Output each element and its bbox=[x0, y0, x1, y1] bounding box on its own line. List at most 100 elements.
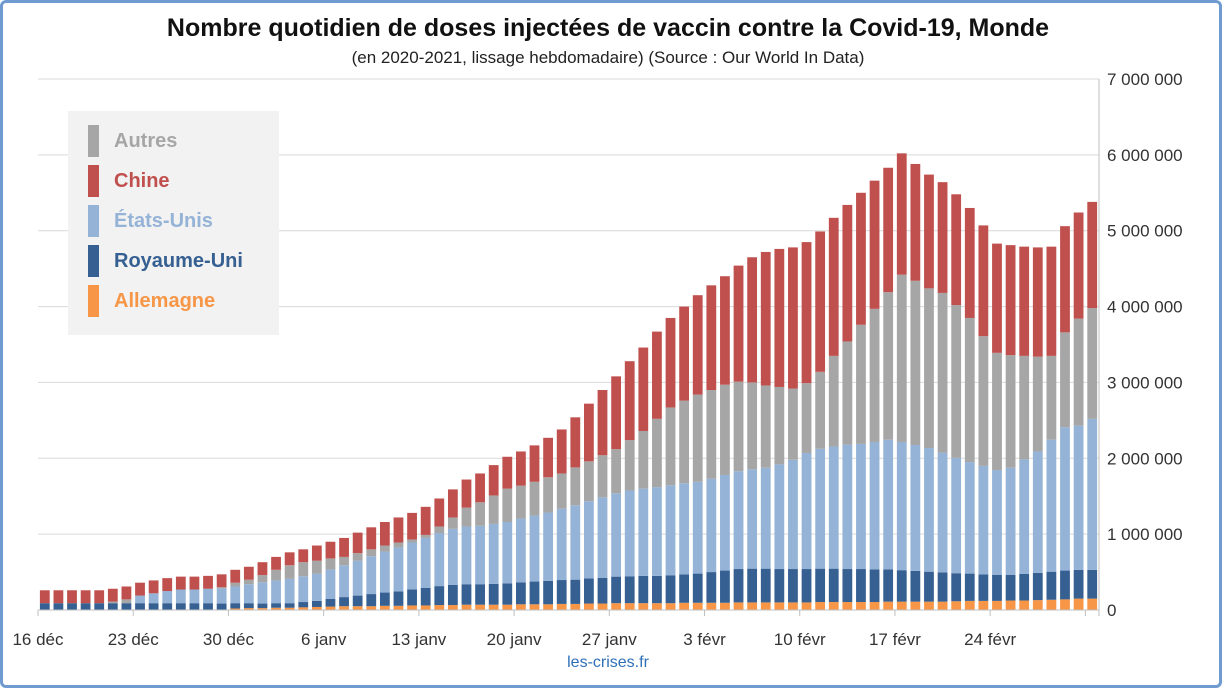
bar-segment-allemagne bbox=[828, 602, 839, 610]
bar-segment-royaumeuni bbox=[665, 575, 676, 604]
bar-segment-tatsunis bbox=[420, 537, 431, 589]
bar-segment-autres bbox=[665, 407, 676, 486]
bar-segment-tatsunis bbox=[189, 589, 200, 604]
bar-segment-tatsunis bbox=[366, 556, 377, 595]
bar-segment-chine bbox=[339, 537, 349, 557]
bar-segment-allemagne bbox=[515, 604, 526, 610]
bar-segment-autres bbox=[801, 383, 812, 453]
bar-segment-allemagne bbox=[992, 600, 1002, 610]
bar-segment-autres bbox=[1032, 356, 1043, 452]
bar-segment-chine bbox=[774, 248, 785, 387]
bar-segment-autres bbox=[271, 569, 281, 581]
bar-segment-tatsunis bbox=[1019, 459, 1030, 574]
bar-segment-chine bbox=[720, 276, 730, 385]
bar-segment-royaumeuni bbox=[883, 569, 894, 602]
bar-segment-royaumeuni bbox=[243, 603, 254, 609]
bar-segment-tatsunis bbox=[1032, 451, 1043, 573]
bar-segment-chine bbox=[665, 317, 676, 408]
bar-segment-royaumeuni bbox=[760, 568, 771, 603]
bar-segment-chine bbox=[529, 445, 540, 482]
bar-segment-royaumeuni bbox=[679, 574, 690, 603]
bar-segment-tatsunis bbox=[638, 488, 649, 576]
bar-segment-autres bbox=[964, 317, 975, 463]
bar-segment-autres bbox=[366, 549, 377, 557]
bar-segment-chine bbox=[379, 522, 390, 546]
bar-segment-royaumeuni bbox=[407, 589, 417, 606]
bar-segment-chine bbox=[447, 489, 458, 518]
bar-segment-royaumeuni bbox=[461, 584, 472, 605]
bar-segment-chine bbox=[801, 242, 812, 384]
bar-segment-autres bbox=[515, 485, 526, 519]
bar-segment-allemagne bbox=[842, 602, 853, 610]
bar-segment-tatsunis bbox=[257, 582, 268, 604]
bar-segment-allemagne bbox=[284, 607, 295, 610]
bar-segment-royaumeuni bbox=[257, 603, 268, 609]
bar-segment-tatsunis bbox=[869, 441, 880, 570]
bar-segment-tatsunis bbox=[1073, 425, 1084, 570]
bar-segment-autres bbox=[788, 388, 798, 460]
bar-segment-royaumeuni bbox=[230, 603, 241, 609]
bar-segment-tatsunis bbox=[475, 525, 485, 585]
bar-segment-autres bbox=[352, 553, 363, 561]
bar-segment-royaumeuni bbox=[937, 572, 948, 602]
bar-segment-royaumeuni bbox=[284, 603, 295, 608]
bar-segment-allemagne bbox=[788, 602, 798, 610]
bar-segment-allemagne bbox=[720, 602, 730, 610]
bar-segment-autres bbox=[216, 587, 227, 589]
bar-segment-allemagne bbox=[434, 605, 445, 610]
bar-segment-royaumeuni bbox=[584, 578, 594, 604]
bar-segment-royaumeuni bbox=[1032, 572, 1043, 601]
bar-segment-chine bbox=[1032, 247, 1043, 357]
bar-segment-tatsunis bbox=[774, 464, 785, 570]
bar-segment-tatsunis bbox=[652, 487, 662, 576]
bar-segment-royaumeuni bbox=[910, 570, 921, 602]
bar-segment-allemagne bbox=[393, 605, 404, 610]
y-tick-label: 2 000 000 bbox=[1107, 449, 1183, 468]
bar-segment-autres bbox=[652, 418, 662, 488]
bar-segment-chine bbox=[856, 192, 866, 325]
bar-segment-autres bbox=[488, 495, 499, 524]
y-tick-label: 4 000 000 bbox=[1107, 298, 1183, 317]
bar-segment-royaumeuni bbox=[556, 580, 567, 604]
bar-segment-chine bbox=[461, 479, 472, 508]
bar-segment-tatsunis bbox=[951, 457, 962, 574]
bar-segment-royaumeuni bbox=[216, 603, 227, 610]
bar-segment-autres bbox=[720, 384, 730, 475]
bar-segment-allemagne bbox=[488, 604, 499, 610]
bar-segment-royaumeuni bbox=[856, 569, 866, 603]
bar-segment-chine bbox=[393, 517, 404, 543]
bar-segment-chine bbox=[951, 194, 962, 306]
bar-segment-autres bbox=[706, 390, 717, 479]
legend-swatch-etats-unis bbox=[88, 205, 99, 237]
bar-segment-chine bbox=[420, 506, 431, 535]
bar-segment-tatsunis bbox=[162, 591, 173, 604]
bar-segment-autres bbox=[733, 381, 744, 472]
bar-segment-tatsunis bbox=[175, 589, 186, 604]
bar-segment-chine bbox=[230, 569, 241, 583]
bar-segment-chine bbox=[611, 376, 622, 450]
bar-segment-chine bbox=[67, 590, 77, 604]
bar-segment-tatsunis bbox=[624, 490, 635, 577]
bar-segment-tatsunis bbox=[447, 528, 458, 585]
bar-segment-allemagne bbox=[597, 603, 608, 610]
bar-segment-royaumeuni bbox=[924, 571, 934, 602]
bar-segment-chine bbox=[733, 265, 744, 382]
x-tick-label: 23 déc bbox=[108, 630, 160, 649]
bar-segment-tatsunis bbox=[720, 474, 730, 571]
bar-segment-autres bbox=[856, 324, 866, 444]
x-tick-label: 24 févr bbox=[964, 630, 1016, 649]
bar-segment-tatsunis bbox=[747, 469, 758, 569]
bar-segment-tatsunis bbox=[203, 588, 213, 604]
bar-segment-allemagne bbox=[638, 603, 649, 610]
bar-segment-autres bbox=[951, 305, 962, 458]
bar-segment-royaumeuni bbox=[842, 569, 853, 603]
bar-segment-tatsunis bbox=[828, 446, 839, 569]
bar-segment-chine bbox=[624, 361, 635, 441]
bar-segment-allemagne bbox=[543, 604, 553, 610]
bar-segment-royaumeuni bbox=[39, 603, 50, 610]
bar-segment-chine bbox=[243, 566, 254, 580]
bar-segment-autres bbox=[896, 274, 907, 442]
bar-segment-chine bbox=[556, 429, 567, 474]
bar-segment-royaumeuni bbox=[652, 575, 662, 604]
